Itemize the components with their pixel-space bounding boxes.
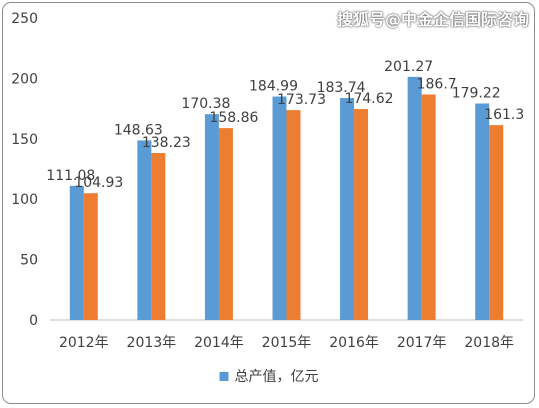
y-tick-label: 0 xyxy=(29,313,38,329)
data-label: 179.22 xyxy=(452,86,501,102)
x-tick-label: 2016年 xyxy=(329,335,379,351)
data-label: 184.99 xyxy=(249,79,298,95)
x-tick-label: 2017年 xyxy=(397,335,447,351)
data-label: 173.73 xyxy=(277,92,326,108)
bar-series-2 xyxy=(489,125,504,320)
bar-series-1 xyxy=(137,140,152,320)
watermark-text: 搜狐号@中金企信国际咨询 xyxy=(336,10,529,29)
data-label: 183.74 xyxy=(317,80,366,96)
y-tick-label: 150 xyxy=(11,132,38,148)
x-tick-label: 2013年 xyxy=(127,335,177,351)
x-tick-label: 2015年 xyxy=(262,335,312,351)
y-tick-label: 100 xyxy=(11,192,38,208)
y-tick-label: 200 xyxy=(11,71,38,87)
data-label: 201.27 xyxy=(384,59,433,75)
data-label: 161.3 xyxy=(484,107,524,123)
bar-series-2 xyxy=(421,94,436,320)
bar-series-2 xyxy=(218,128,233,320)
data-label: 158.86 xyxy=(209,110,258,126)
x-tick-label: 2018年 xyxy=(464,335,514,351)
data-label: 148.63 xyxy=(114,122,163,138)
y-tick-label: 250 xyxy=(11,11,38,27)
bar-series-1 xyxy=(69,185,84,320)
bar-series-2 xyxy=(151,153,166,320)
bar-series-2 xyxy=(83,193,98,320)
data-label: 170.38 xyxy=(181,96,230,112)
bar-series-1 xyxy=(272,96,287,321)
legend-label: 总产值，亿元 xyxy=(235,369,319,385)
data-label: 104.93 xyxy=(74,175,123,191)
bar-series-1 xyxy=(475,103,490,320)
x-tick-label: 2012年 xyxy=(59,335,109,351)
bar-series-1 xyxy=(340,98,355,320)
data-label: 174.62 xyxy=(345,91,394,107)
bar-series-2 xyxy=(354,109,369,320)
data-label: 186.7 xyxy=(417,76,457,92)
legend-swatch xyxy=(219,372,229,381)
x-tick-label: 2014年 xyxy=(194,335,244,351)
data-label: 138.23 xyxy=(142,135,191,151)
y-tick-label: 50 xyxy=(20,253,38,269)
bar-series-1 xyxy=(204,114,219,320)
bar-series-1 xyxy=(407,76,422,320)
data-label: 111.08 xyxy=(46,168,95,184)
bar-series-2 xyxy=(286,110,301,321)
